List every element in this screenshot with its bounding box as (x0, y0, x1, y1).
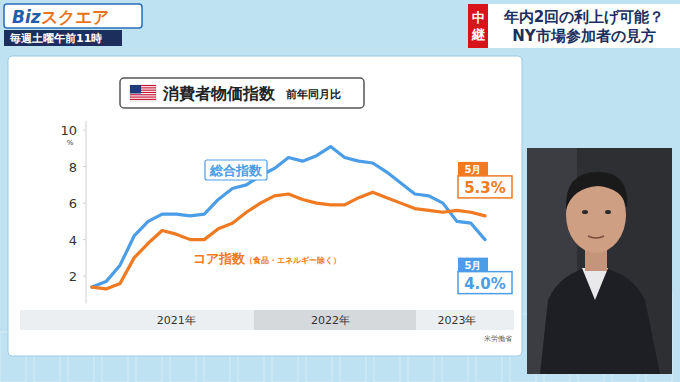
screen: Bizスクエア毎週土曜午前11時中継年内2回の利上げ可能？NY市場参加者の見方消… (0, 0, 680, 382)
live-tag: 中継 (471, 10, 485, 42)
suit (540, 266, 660, 374)
y-tick (83, 166, 86, 167)
series-label-box (205, 160, 267, 180)
value-label-box (458, 272, 512, 294)
logo-part: Biz (12, 7, 41, 27)
headline: NY市場参加者の見方 (512, 27, 655, 45)
value-label-box (458, 176, 512, 198)
y-tick-label: 6 (69, 196, 77, 211)
mouth (588, 236, 604, 238)
schedule: 毎週土曜午前11時 (9, 32, 102, 45)
chart-panel (8, 56, 522, 356)
logo-box (4, 4, 142, 28)
y-tick (83, 130, 86, 131)
x-tick-label: 2023年 (437, 314, 476, 327)
live-char: 継 (471, 27, 485, 42)
logo-part: スクエア (41, 7, 109, 27)
schedule-box (4, 30, 122, 46)
eye (605, 210, 611, 214)
background (0, 0, 680, 382)
headline-box (488, 4, 680, 48)
legend-main: 総合指数 (209, 163, 263, 178)
title-box (120, 78, 364, 108)
series-line (92, 192, 485, 289)
data-label: 4.0% (464, 275, 506, 293)
legend-label: コア指数（食品・エネルギー除く） (193, 251, 341, 266)
y-tick-label: 2 (69, 269, 77, 284)
x-band (416, 310, 514, 330)
live-box (468, 4, 488, 48)
x-tick-label: 2022年 (311, 314, 350, 327)
source: 米労働省 (484, 335, 512, 343)
headline: 年内2回の利上げ可能？ (503, 8, 664, 26)
annotation-tab (458, 258, 488, 272)
annotation: 5月 (465, 260, 482, 271)
annotation-tab (458, 162, 488, 176)
chart-title: 消費者物価指数 (162, 84, 276, 103)
presenter-video (527, 148, 672, 374)
x-band (254, 310, 416, 330)
legend-main: コア指数 (193, 251, 246, 266)
legend-sub: （食品・エネルギー除く） (245, 256, 341, 265)
flag-stripe (130, 99, 156, 100)
x-band (20, 310, 254, 330)
x-tick-label: 2021年 (157, 314, 196, 327)
flag-bg (130, 85, 156, 101)
series-label-box (188, 248, 346, 268)
live-char: 中 (472, 10, 485, 25)
y-tick-label: 8 (69, 160, 77, 175)
data-label: 5.3% (464, 179, 506, 197)
annotation: 5月 (465, 164, 482, 175)
y-tick (83, 203, 86, 204)
flag-canton (130, 85, 141, 94)
y-tick (83, 276, 86, 277)
series-line (92, 147, 485, 288)
y-tick-label: 10 (60, 123, 77, 138)
flag (130, 85, 156, 101)
flag-stripe (130, 97, 156, 98)
video-bg (527, 148, 672, 374)
plot-area (92, 147, 485, 289)
y-unit: % (67, 139, 74, 147)
flag-stripe (130, 94, 156, 95)
eye (582, 210, 588, 214)
y-tick-label: 4 (69, 233, 77, 248)
chart-subtitle: 前年同月比 (285, 88, 341, 101)
shirt (582, 268, 608, 300)
hair (566, 172, 627, 210)
y-tick (83, 239, 86, 240)
legend-label: 総合指数 (209, 163, 263, 178)
logo: Bizスクエア (12, 7, 109, 27)
